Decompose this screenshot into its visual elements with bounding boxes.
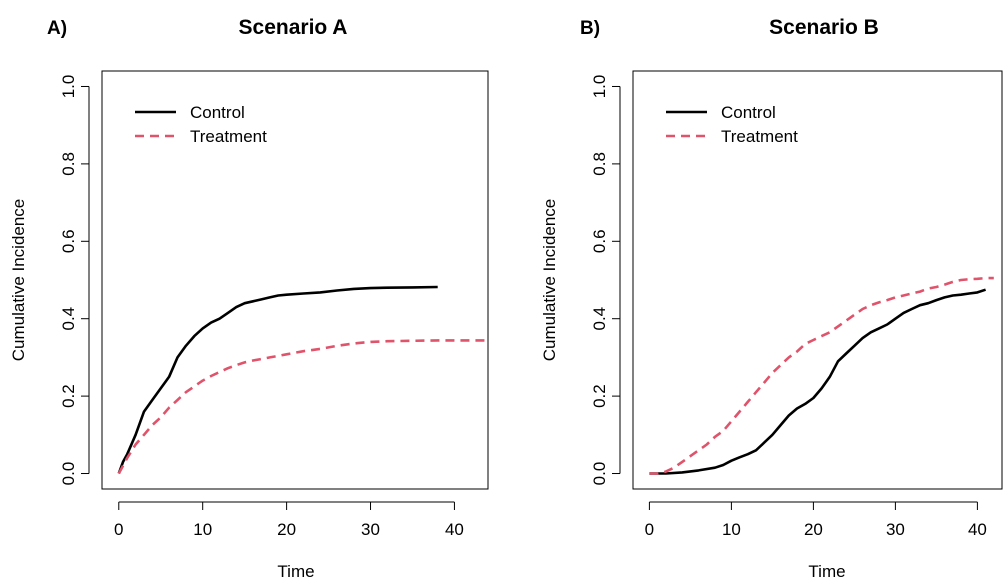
panel-a-plot-frame bbox=[101, 70, 489, 490]
panel-a-y-tick-label: 0.0 bbox=[59, 462, 78, 486]
panel-a-series-treatment-line bbox=[117, 339, 488, 475]
panel-b-plot-frame bbox=[632, 70, 1003, 490]
panel-b-legend-control-label: Control bbox=[721, 103, 776, 122]
panel-b-series-treatment-line bbox=[649, 276, 994, 475]
panel-b-tag: B) bbox=[580, 18, 600, 39]
panel-b-x-tick-label: 0 bbox=[645, 520, 654, 539]
panel-b-y-axis-label: Cumulative Incidence bbox=[540, 199, 559, 362]
panel-a-y-tick-label: 0.8 bbox=[59, 152, 78, 176]
panel-b-x-tick-label: 40 bbox=[968, 520, 987, 539]
panel-b-y-tick-label: 0.2 bbox=[590, 384, 609, 408]
panel-a-legend-control-label: Control bbox=[190, 103, 245, 122]
panel-b-y-tick-label: 0.0 bbox=[590, 462, 609, 486]
panel-b-series-control-line bbox=[649, 288, 987, 475]
panel-a-y-tick-label: 1.0 bbox=[59, 75, 78, 99]
panel-a-x-tick-label: 20 bbox=[277, 520, 296, 539]
panel-b-x-tick-label: 10 bbox=[722, 520, 741, 539]
panel-b-y-tick-label: 0.8 bbox=[590, 152, 609, 176]
panel-b-title: Scenario B bbox=[769, 16, 879, 39]
panel-b-x-tick-label: 30 bbox=[886, 520, 905, 539]
panel-a-legend-treatment-label: Treatment bbox=[190, 127, 267, 146]
panel-a-x-tick-label: 0 bbox=[114, 520, 123, 539]
panel-b-y-tick-label: 1.0 bbox=[590, 75, 609, 99]
panel-a-y-tick-label: 0.6 bbox=[59, 229, 78, 253]
panel-a-y-tick-label: 0.2 bbox=[59, 384, 78, 408]
panel-b-x-tick-label: 20 bbox=[804, 520, 823, 539]
panel-b-y-tick-label: 0.4 bbox=[590, 307, 609, 331]
panel-a-tag: A) bbox=[47, 18, 67, 39]
panel-a-title: Scenario A bbox=[239, 16, 348, 39]
panel-a-series-control-line bbox=[117, 285, 438, 474]
panel-b-y-tick-label: 0.6 bbox=[590, 229, 609, 253]
panel-b-x-axis-label: Time bbox=[808, 562, 845, 580]
panel-a-y-tick-label: 0.4 bbox=[59, 307, 78, 331]
panel-a-y-axis-label: Cumulative Incidence bbox=[9, 199, 28, 362]
panel-a-x-axis-label: Time bbox=[277, 562, 314, 580]
panel-a-x-tick-label: 40 bbox=[445, 520, 464, 539]
panel-scenario-a: A) Scenario A Time Cumulative Incidence … bbox=[9, 16, 489, 580]
panel-a-x-tick-label: 10 bbox=[193, 520, 212, 539]
panel-scenario-b: B) Scenario B Time Cumulative Incidence … bbox=[540, 16, 1003, 580]
panel-a-x-tick-label: 30 bbox=[361, 520, 380, 539]
panel-b-legend-treatment-label: Treatment bbox=[721, 127, 798, 146]
